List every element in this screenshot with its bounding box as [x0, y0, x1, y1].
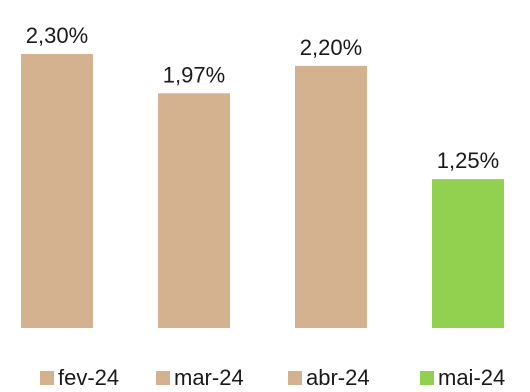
data-label-mar-24: 1,97% — [163, 62, 225, 87]
legend-swatch — [288, 371, 302, 385]
data-label-fev-24: 2,30% — [26, 23, 88, 48]
legend-item-abr-24: abr-24 — [288, 364, 370, 392]
legend-item-fev-24: fev-24 — [40, 364, 119, 392]
legend-label: mar-24 — [174, 365, 244, 390]
chart-legend: fev-24 mar-24 abr-24 mai-24 — [0, 356, 530, 390]
legend-item-mai-24: mai-24 — [420, 364, 505, 392]
legend-item-mar-24: mar-24 — [156, 364, 244, 392]
legend-label: mai-24 — [438, 365, 506, 390]
legend-swatch — [420, 371, 434, 385]
bar-abr-24 — [295, 65, 367, 329]
legend-label: fev-24 — [58, 365, 120, 390]
data-label-mai-24: 1,25% — [437, 148, 499, 173]
legend-label: abr-24 — [306, 365, 370, 390]
legend-swatch — [40, 371, 54, 385]
bar-fev-24 — [21, 54, 93, 328]
bar-chart: 2,30% 1,97% 2,20% 1,25% — [21, 23, 504, 329]
bar-mai-24 — [432, 179, 504, 328]
legend-swatch — [156, 371, 170, 385]
bar-mar-24 — [158, 93, 230, 328]
data-label-abr-24: 2,20% — [300, 35, 362, 60]
